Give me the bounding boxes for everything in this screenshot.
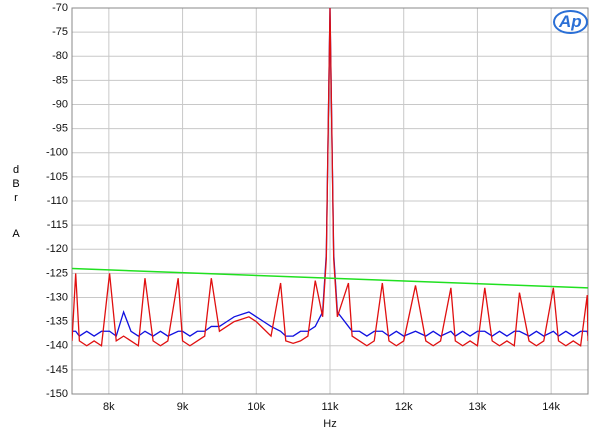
logo: Ap	[553, 10, 588, 34]
x-tick-label: 14k	[542, 401, 560, 413]
y-tick-label: -95	[52, 123, 68, 135]
x-tick-label: 13k	[469, 401, 487, 413]
y-tick-label: -85	[52, 74, 68, 86]
y-tick-label: -150	[46, 388, 68, 400]
y-tick-label: -75	[52, 26, 68, 38]
y-tick-label: -70	[52, 2, 68, 14]
y-axis-label: dBr A	[10, 164, 22, 242]
x-axis-label: Hz	[323, 418, 336, 430]
x-tick-label: 8k	[103, 401, 115, 413]
y-tick-label: -80	[52, 50, 68, 62]
y-tick-label: -125	[46, 267, 68, 279]
y-tick-label: -90	[52, 98, 68, 110]
y-tick-label: -110	[47, 195, 68, 207]
y-tick-label: -135	[46, 316, 68, 328]
x-tick-label: 10k	[247, 401, 265, 413]
y-tick-label: -140	[46, 340, 68, 352]
x-tick-label: 12k	[395, 401, 413, 413]
y-tick-label: -130	[46, 291, 68, 303]
x-tick-label: 9k	[177, 401, 189, 413]
y-tick-label: -115	[47, 219, 68, 231]
series-line	[72, 267, 588, 289]
y-tick-label: -120	[46, 243, 68, 255]
series-line	[72, 8, 588, 347]
x-tick-label: 11k	[322, 401, 339, 413]
y-tick-label: -145	[46, 364, 68, 376]
y-tick-label: -105	[46, 171, 68, 183]
y-tick-label: -100	[46, 147, 68, 159]
